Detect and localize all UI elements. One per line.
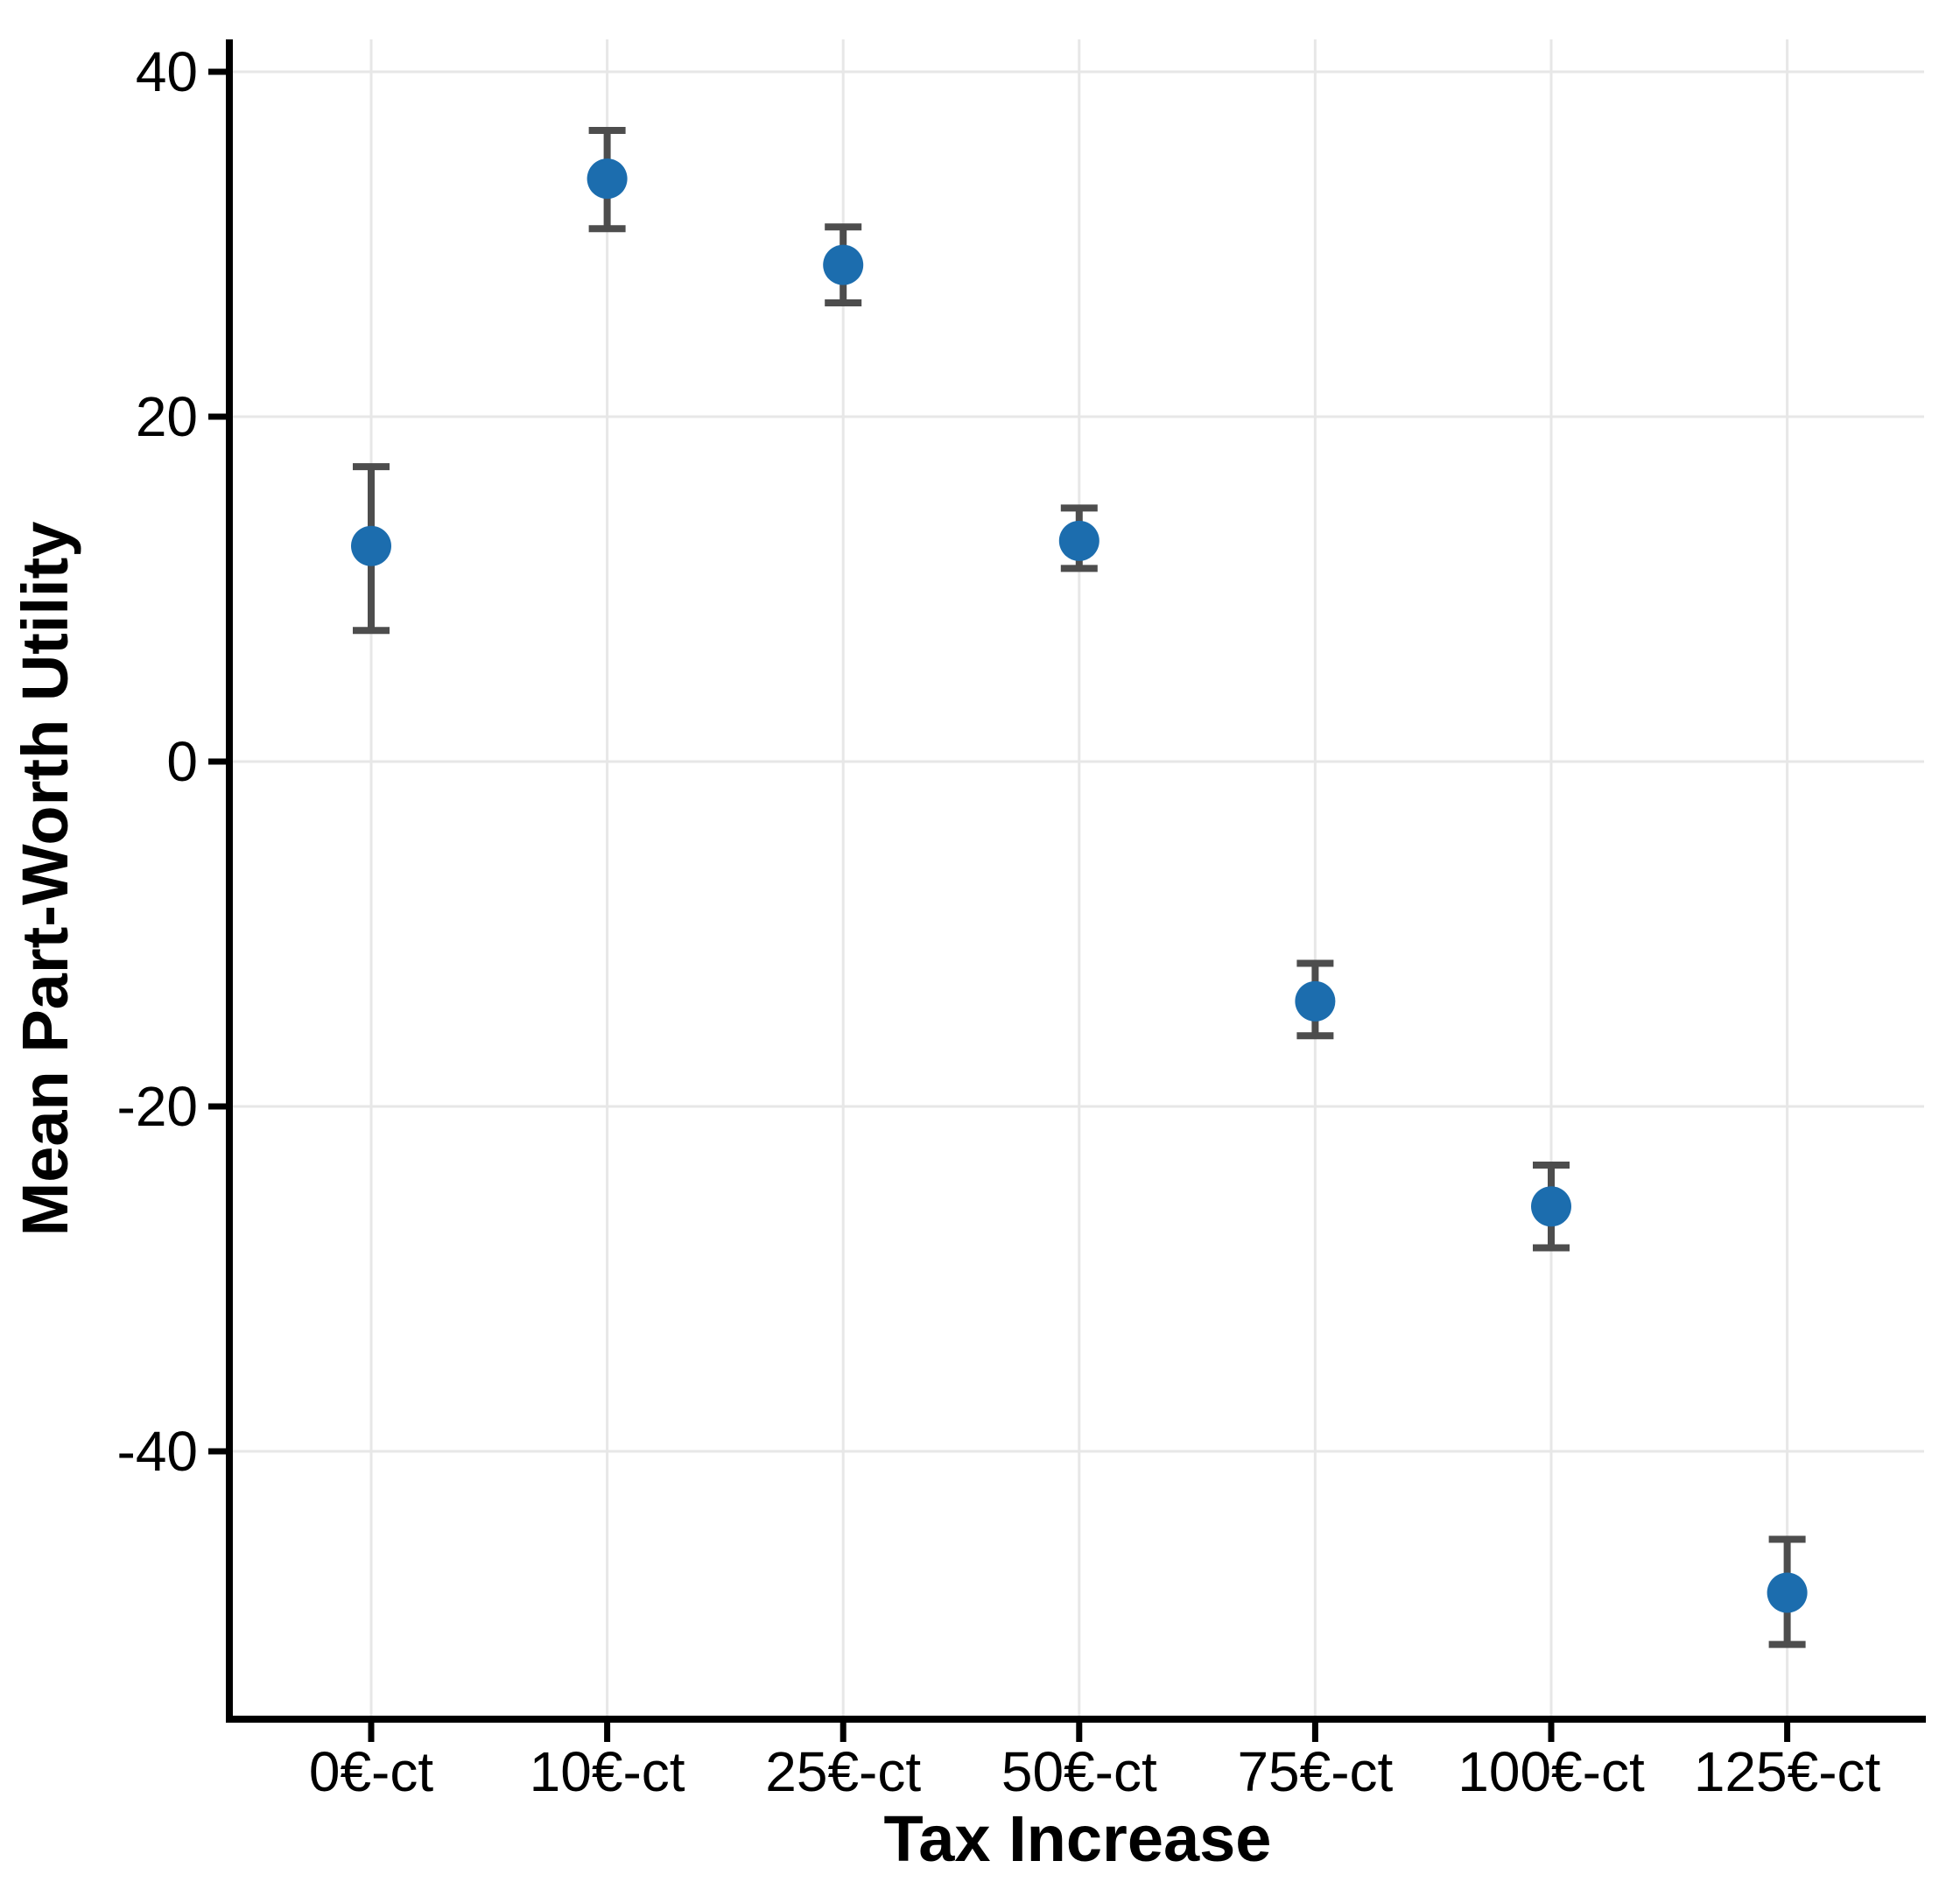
x-tick-label: 75€-ct <box>1237 1740 1393 1803</box>
data-point <box>1531 1186 1571 1227</box>
y-tick-label: -20 <box>117 1075 199 1138</box>
tick-labels: 40 20 0 -20 -40 0€-ct 10€-ct 25€-ct 50€-ct 75€-ct… <box>117 40 1881 1803</box>
y-tick-label: 20 <box>136 385 198 448</box>
data-point <box>1767 1572 1808 1613</box>
x-tick-label: 25€-ct <box>765 1740 921 1803</box>
x-tick-label: 125€-ct <box>1694 1740 1881 1803</box>
data-point <box>1058 520 1099 561</box>
data-point <box>351 525 391 566</box>
y-axis-title: Mean Part-Worth Utility <box>9 522 81 1237</box>
x-tick-label: 0€-ct <box>309 1740 434 1803</box>
data-point <box>587 158 628 200</box>
data-point <box>823 244 864 285</box>
y-tick-label: 0 <box>166 730 198 793</box>
y-tick-label: -40 <box>117 1420 199 1483</box>
data-points <box>351 158 1808 1613</box>
x-tick-label: 50€-ct <box>1001 1740 1157 1803</box>
data-point <box>1295 980 1336 1022</box>
x-axis-title: Tax Increase <box>884 1802 1272 1875</box>
x-tick-label: 10€-ct <box>530 1740 685 1803</box>
gridlines <box>233 39 1924 1716</box>
x-tick-label: 100€-ct <box>1458 1740 1645 1803</box>
y-tick-label: 40 <box>136 40 198 103</box>
axes <box>208 39 1926 1742</box>
